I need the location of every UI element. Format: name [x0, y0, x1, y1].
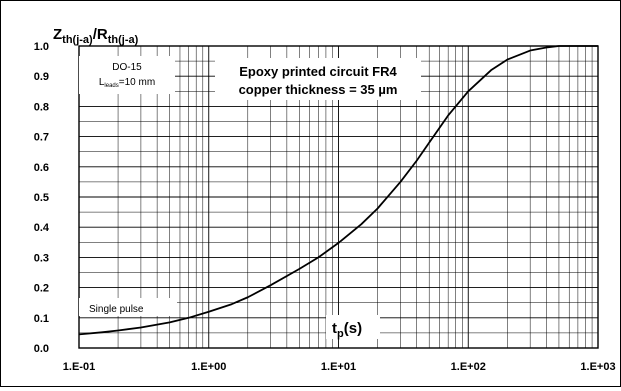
y-tick-label: 0.0: [34, 343, 49, 355]
x-tick-label: 1.E+01: [321, 361, 356, 373]
plot-border: [78, 45, 599, 349]
y-axis-title-z-sub: th(j-a): [62, 34, 93, 46]
y-tick-label: 0.8: [34, 101, 49, 113]
lead-length-label: Lleads=10 mm: [99, 77, 155, 89]
series-layer: [78, 45, 598, 336]
x-axis-title: tp(s): [332, 320, 362, 340]
board-label-line2: copper thickness = 35 µm: [239, 82, 398, 97]
y-tick-labels: 0.0 0.1 0.2 0.3 0.4 0.5 0.6 0.7 0.8 0.9 1.0: [34, 41, 50, 355]
board-annotation: Epoxy printed circuit FR4 copper thickne…: [215, 58, 421, 100]
x-axis-title-group: tp(s): [326, 315, 380, 340]
y-tick-label: 0.3: [34, 252, 49, 264]
package-label: DO-15: [112, 62, 142, 73]
x-tick-label: 1.E+00: [191, 361, 226, 373]
y-tick-label: 1.0: [34, 41, 49, 53]
x-tick-label: 1.E+02: [451, 361, 486, 373]
y-tick-label: 0.5: [34, 192, 49, 204]
grid-lines: [78, 45, 599, 349]
board-label-line1: Epoxy printed circuit FR4: [239, 64, 397, 79]
y-axis-title: Zth(j-a)/Rth(j-a): [53, 26, 139, 46]
pulse-label: Single pulse: [89, 304, 144, 315]
y-axis-title-r-sub: th(j-a): [108, 34, 139, 46]
series-line: [78, 45, 598, 336]
package-annotation: DO-15 Lleads=10 mm: [79, 56, 175, 94]
y-axis-title-sep: /R: [93, 26, 108, 43]
x-tick-label: 1.E-01: [63, 361, 95, 373]
y-tick-label: 0.7: [34, 132, 49, 144]
y-tick-label: 0.1: [34, 313, 49, 325]
y-tick-label: 0.9: [34, 71, 49, 83]
y-axis-title-z: Z: [53, 26, 62, 43]
x-tick-label: 1.E+03: [580, 361, 615, 373]
y-tick-label: 0.4: [34, 222, 50, 234]
pulse-annotation: Single pulse: [79, 298, 177, 316]
y-tick-label: 0.2: [34, 283, 49, 295]
y-tick-label: 0.6: [34, 162, 49, 174]
x-tick-labels: 1.E-01 1.E+00 1.E+01 1.E+02 1.E+03: [63, 361, 616, 373]
